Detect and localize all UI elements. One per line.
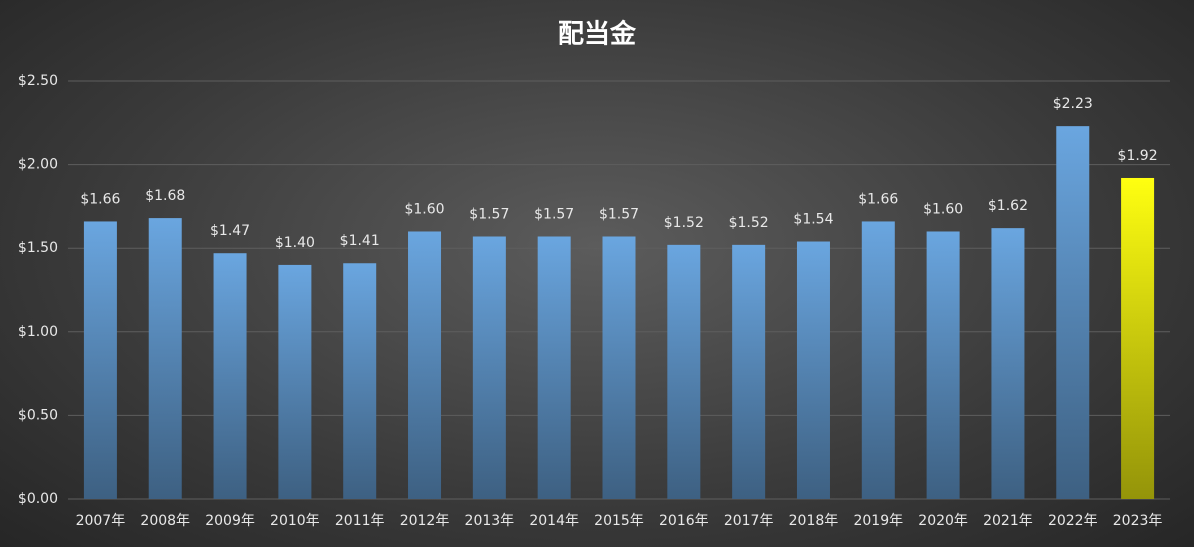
data-label: $1.47 <box>210 223 250 239</box>
bar <box>991 228 1025 500</box>
x-tick-label: 2011年 <box>335 513 385 529</box>
data-label: $2.23 <box>1053 96 1093 112</box>
data-label: $1.66 <box>80 191 120 207</box>
bar <box>1121 177 1155 499</box>
bar <box>148 218 182 499</box>
data-label: $1.41 <box>340 233 380 249</box>
data-label: $1.66 <box>858 191 898 207</box>
data-label: $1.68 <box>145 188 185 204</box>
x-tick-label: 2007年 <box>76 513 126 529</box>
y-tick-label: $1.50 <box>18 240 58 256</box>
x-tick-label: 2017年 <box>724 513 774 529</box>
data-label: $1.52 <box>729 215 769 231</box>
x-tick-label: 2008年 <box>140 513 190 529</box>
x-tick-label: 2010年 <box>270 513 320 529</box>
x-tick-label: 2014年 <box>529 513 579 529</box>
x-tick-label: 2023年 <box>1113 513 1163 529</box>
data-label: $1.60 <box>404 201 444 217</box>
bar <box>732 244 766 499</box>
bar <box>796 241 830 499</box>
bar <box>537 236 571 499</box>
bar <box>278 264 312 499</box>
bar <box>472 236 506 499</box>
bar <box>667 244 701 499</box>
x-tick-label: 2016年 <box>659 513 709 529</box>
bar <box>213 253 247 499</box>
data-label: $1.92 <box>1118 148 1158 164</box>
bar <box>861 221 895 499</box>
y-tick-label: $2.00 <box>18 157 58 173</box>
bar <box>83 221 117 499</box>
y-tick-label: $2.50 <box>18 73 58 89</box>
bar <box>1056 126 1090 500</box>
bar <box>926 231 960 500</box>
chart-title: 配当金 <box>558 19 637 50</box>
data-label: $1.60 <box>923 201 963 217</box>
x-tick-label: 2012年 <box>400 513 450 529</box>
y-tick-label: $1.00 <box>18 324 58 340</box>
data-label: $1.57 <box>469 206 509 222</box>
data-label: $1.52 <box>664 215 704 231</box>
data-label: $1.62 <box>988 198 1028 214</box>
x-tick-label: 2022年 <box>1048 513 1098 529</box>
x-tick-label: 2015年 <box>594 513 644 529</box>
x-tick-label: 2009年 <box>205 513 255 529</box>
y-tick-label: $0.00 <box>18 491 58 507</box>
bar <box>343 263 377 499</box>
x-tick-label: 2018年 <box>789 513 839 529</box>
data-label: $1.57 <box>534 206 574 222</box>
bar <box>408 231 442 500</box>
x-tick-label: 2019年 <box>853 513 903 529</box>
data-label: $1.57 <box>599 206 639 222</box>
y-tick-label: $0.50 <box>18 407 58 423</box>
x-tick-label: 2020年 <box>918 513 968 529</box>
data-label: $1.40 <box>275 235 315 251</box>
x-tick-label: 2013年 <box>465 513 515 529</box>
bar <box>602 236 636 499</box>
x-tick-label: 2021年 <box>983 513 1033 529</box>
data-label: $1.54 <box>793 212 833 228</box>
